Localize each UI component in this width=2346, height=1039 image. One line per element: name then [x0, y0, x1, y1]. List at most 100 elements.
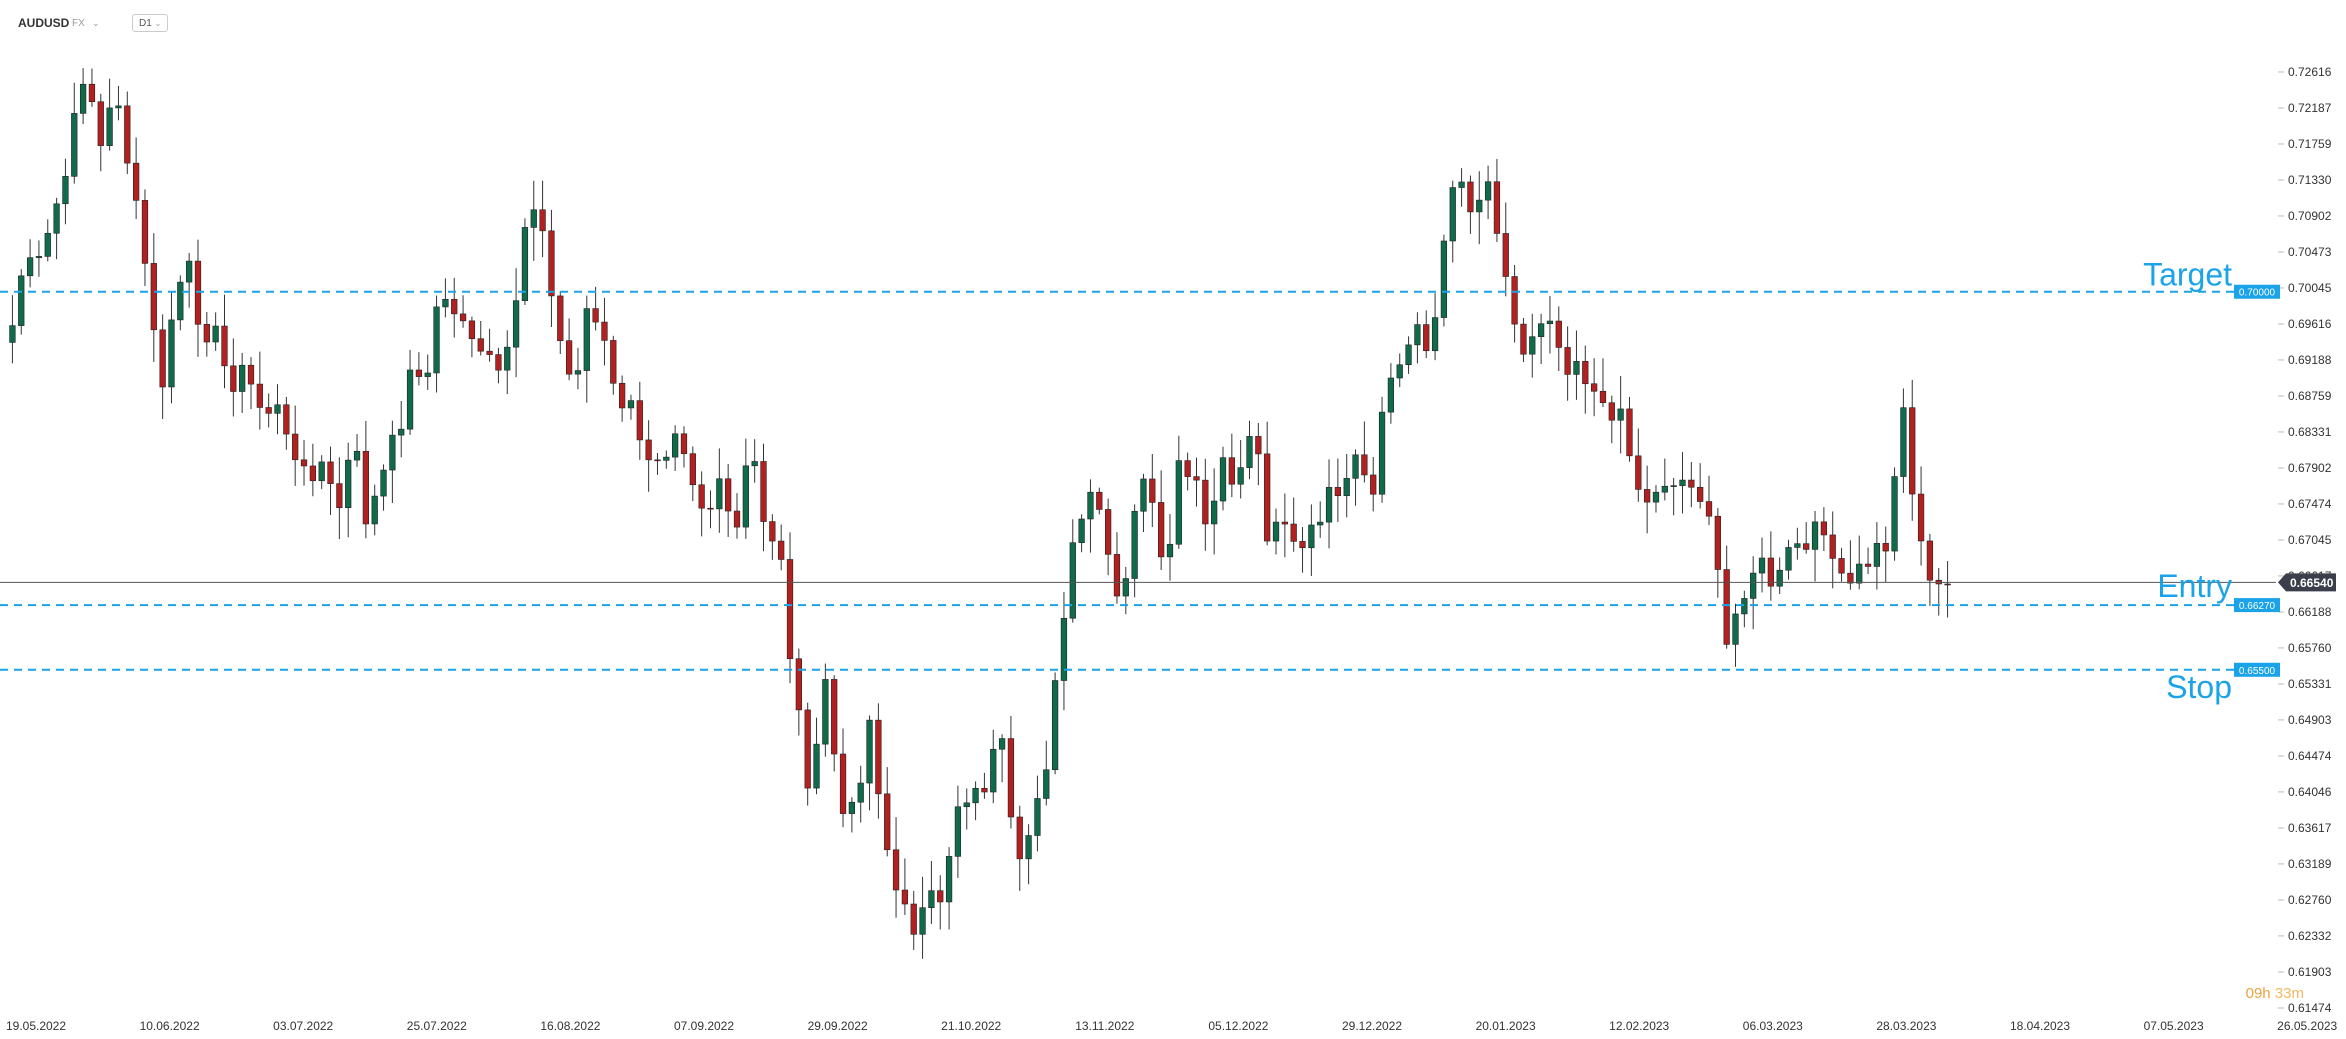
candle: [769, 514, 776, 560]
candle-body: [954, 806, 962, 857]
price-axis: 0.72616 0.72187 0.71759 0.71330 0.70902 0.704…: [2278, 65, 2332, 1015]
candle: [1467, 175, 1474, 234]
candle: [212, 312, 219, 351]
candle: [203, 311, 210, 357]
candle: [1723, 545, 1730, 649]
candle: [1193, 457, 1200, 507]
candle-body: [1564, 347, 1571, 375]
candle-body: [972, 787, 979, 804]
candle-body: [124, 105, 131, 164]
candle: [26, 239, 34, 288]
level-name-stop: Stop: [2166, 669, 2232, 705]
chevron-down-icon[interactable]: ⌄: [92, 17, 100, 28]
candle: [1007, 716, 1015, 829]
candle: [1060, 592, 1068, 711]
candle-body: [327, 461, 334, 484]
level-name-target: Target: [2143, 257, 2232, 293]
candle: [1113, 532, 1121, 604]
candle-body: [848, 801, 856, 814]
candle: [1334, 458, 1342, 522]
y-tick-label: 0.70473: [2288, 245, 2332, 259]
candle-body: [910, 903, 917, 935]
candle: [415, 352, 423, 386]
candle: [1847, 540, 1854, 590]
candle: [627, 394, 635, 420]
y-tick-label: 0.72187: [2288, 101, 2332, 115]
y-tick-label: 0.69188: [2288, 353, 2332, 367]
timeframe-select[interactable]: D1 ⌄: [132, 14, 169, 32]
candle: [186, 252, 193, 308]
y-tick-label: 0.68759: [2288, 389, 2332, 403]
level-value-target: 0.70000: [2239, 288, 2276, 299]
candle-body: [839, 753, 847, 814]
x-tick-label: 28.03.2023: [1876, 1019, 1936, 1033]
x-tick-label: 13.11.2022: [1075, 1019, 1134, 1033]
candle-body: [1405, 344, 1412, 366]
candle: [919, 876, 926, 959]
candle-body: [1697, 486, 1704, 502]
candle: [1688, 461, 1695, 508]
candle: [1378, 396, 1386, 503]
candle-body: [1272, 521, 1280, 542]
y-tick-label: 0.65331: [2288, 677, 2332, 691]
candle-body: [548, 230, 555, 297]
candle-body: [1776, 569, 1783, 587]
candle: [1078, 514, 1085, 553]
candle-body: [9, 325, 16, 343]
candle: [1140, 473, 1147, 533]
candle-body: [1317, 521, 1324, 526]
x-tick-label: 07.05.2023: [2144, 1019, 2204, 1033]
candle-body: [1582, 361, 1589, 385]
candle: [1025, 824, 1032, 885]
y-tick-label: 0.72616: [2288, 65, 2332, 79]
candle-body: [1732, 613, 1739, 645]
candle-body: [1917, 493, 1925, 542]
candle: [1396, 353, 1403, 388]
candle-body: [1361, 454, 1368, 476]
candle-body: [574, 370, 582, 375]
candle-body: [601, 321, 608, 341]
candle: [1608, 395, 1615, 444]
candle-body: [901, 889, 909, 905]
candle-body: [1325, 487, 1333, 523]
candle: [1104, 498, 1112, 576]
candle-body: [672, 433, 679, 458]
candle: [247, 357, 255, 410]
candle: [1290, 497, 1297, 552]
candle: [1555, 306, 1562, 371]
candle-body: [1608, 402, 1615, 421]
candle-body: [1705, 501, 1713, 517]
candle-body: [424, 372, 431, 377]
candle-body: [1590, 383, 1598, 392]
candle-body: [1060, 617, 1068, 681]
candle: [875, 703, 882, 819]
candle: [1308, 504, 1315, 576]
candle: [512, 268, 520, 378]
candle-body: [362, 450, 370, 525]
levels: 0.66540 0.70000 Target 0.66270 Entry 0.65500 S…: [0, 257, 2336, 705]
candle: [990, 729, 997, 804]
candle: [1758, 537, 1766, 593]
candle-body: [557, 295, 564, 341]
candle: [954, 785, 962, 878]
candle-body: [1255, 436, 1262, 455]
candle: [698, 471, 705, 537]
y-tick-label: 0.67474: [2288, 497, 2332, 511]
candle-body: [168, 319, 175, 388]
symbol-label[interactable]: AUDUSD: [18, 16, 70, 30]
candle-body: [857, 782, 864, 803]
candle-body: [1803, 543, 1810, 550]
candle: [1635, 428, 1642, 502]
candle: [1264, 421, 1271, 546]
candle-body: [433, 306, 440, 374]
candle-body: [1520, 323, 1527, 355]
candle-body: [292, 433, 299, 461]
candle-body: [177, 281, 184, 321]
candle-body: [398, 428, 405, 436]
candle: [433, 295, 440, 393]
candle-body: [1661, 485, 1668, 493]
candle-body: [265, 407, 272, 414]
candle: [398, 401, 405, 458]
candle: [618, 375, 626, 422]
